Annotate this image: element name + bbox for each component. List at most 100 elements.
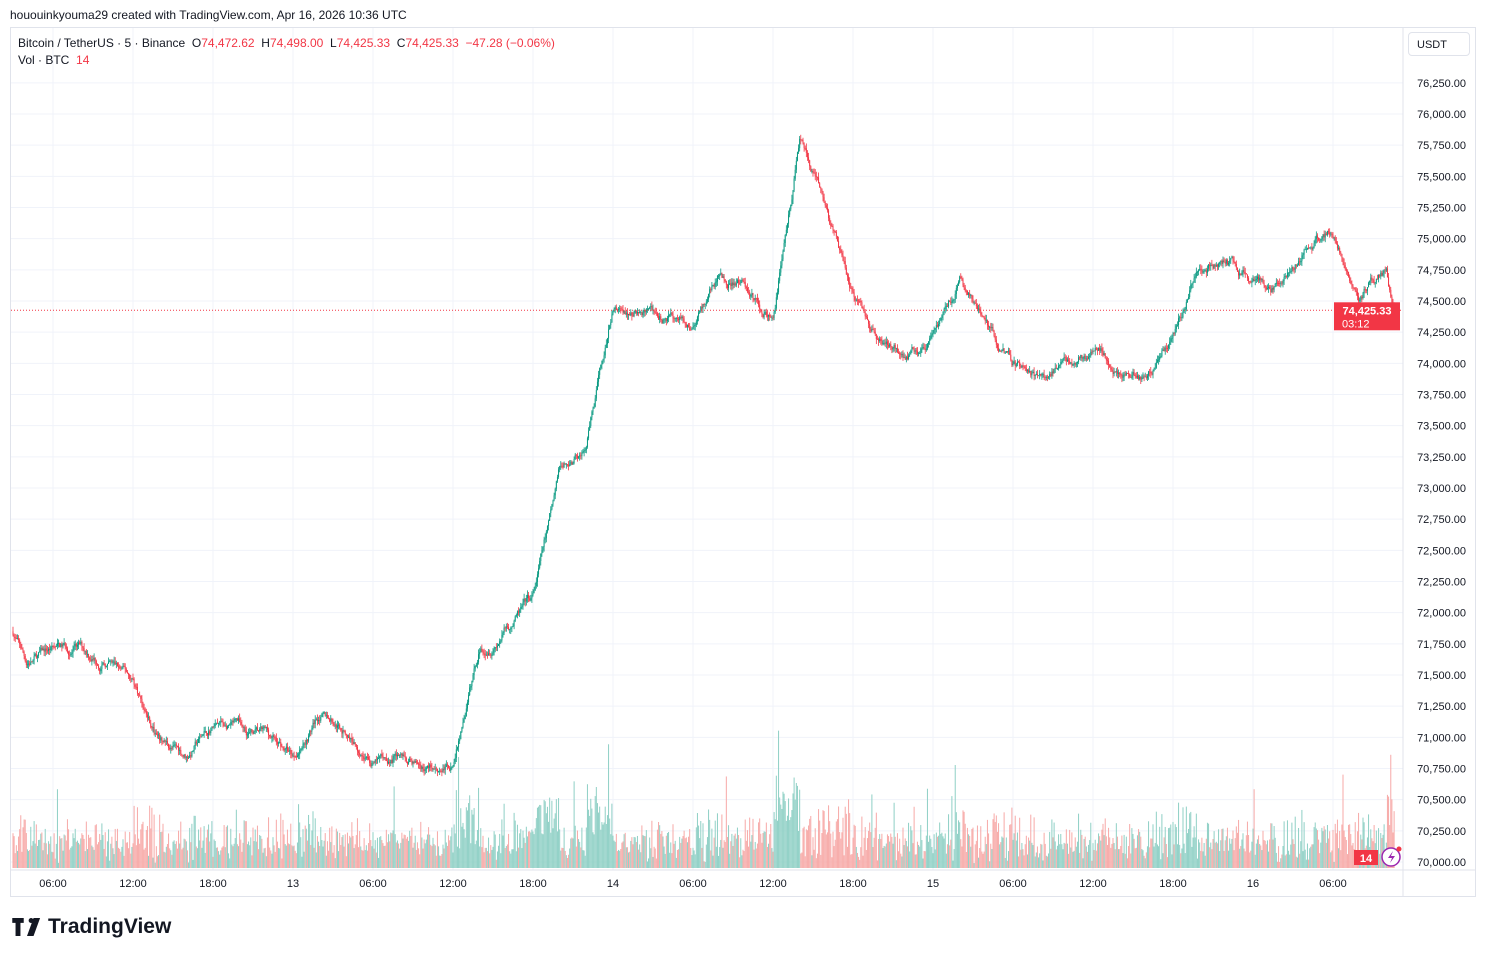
volume-bar — [723, 840, 725, 868]
candle-body — [715, 281, 717, 283]
volume-bar — [1142, 850, 1144, 868]
candle-body — [1205, 270, 1207, 273]
currency-button[interactable]: USDT — [1408, 32, 1470, 56]
candle-body — [1216, 265, 1218, 267]
candle-body — [1345, 268, 1347, 272]
candle-body — [419, 764, 421, 766]
candle-body — [889, 344, 891, 347]
volume-bar — [379, 837, 381, 868]
candle-body — [1100, 348, 1102, 351]
candle-body — [311, 728, 313, 732]
candle-body — [689, 327, 691, 330]
volume-bar — [1090, 822, 1092, 868]
candle-body — [511, 626, 513, 629]
volume-bar — [1143, 855, 1145, 868]
volume-bar — [1336, 819, 1338, 868]
volume-bar — [985, 844, 987, 868]
candle-body — [476, 662, 478, 665]
candle-body — [704, 304, 706, 305]
volume-bar — [1133, 838, 1135, 868]
candle-body — [130, 678, 132, 680]
volume-bar — [825, 834, 827, 868]
volume-bar — [549, 797, 551, 868]
candle-body — [380, 754, 382, 757]
candle-body — [99, 668, 101, 672]
volume-bar — [1281, 854, 1283, 868]
volume-bar — [566, 858, 568, 868]
candle-body — [1294, 264, 1296, 270]
candle-body — [299, 749, 301, 755]
candle-body — [903, 357, 905, 359]
volume-bar — [1179, 844, 1181, 868]
candle-body — [1124, 374, 1126, 376]
volume-label[interactable]: Vol · BTC — [18, 53, 70, 67]
volume-bar — [1228, 850, 1230, 868]
volume-bar — [1032, 845, 1034, 868]
volume-bar — [805, 829, 807, 868]
volume-bar — [904, 838, 906, 868]
candle-body — [1041, 374, 1043, 376]
volume-bar — [832, 831, 834, 868]
volume-bar — [786, 815, 788, 868]
candle-body — [1202, 272, 1204, 273]
volume-bar — [678, 849, 680, 868]
time-tick-label: 16 — [1247, 878, 1259, 890]
candle-body — [921, 347, 923, 349]
volume-bar — [1303, 822, 1305, 868]
candle-body — [976, 305, 978, 310]
candle-body — [586, 438, 588, 447]
volume-bar — [1174, 824, 1176, 868]
candle-body — [101, 664, 103, 669]
candle-body — [208, 731, 210, 736]
volume-bar — [65, 840, 67, 868]
volume-bar — [1368, 814, 1370, 868]
candle-body — [1064, 357, 1066, 358]
volume-bar — [354, 844, 356, 868]
volume-bar — [945, 853, 947, 868]
candle-body — [1178, 318, 1180, 325]
volume-bar — [526, 836, 528, 868]
candle-body — [1040, 373, 1042, 376]
volume-value: 14 — [76, 53, 90, 67]
volume-bar — [391, 833, 393, 868]
volume-bar — [641, 825, 643, 868]
symbol-name[interactable]: Bitcoin / TetherUS · 5 · Binance — [18, 36, 186, 50]
close-label: C — [396, 36, 406, 50]
candle-body — [1212, 265, 1214, 269]
volume-bar — [473, 808, 475, 868]
candle-body — [812, 171, 814, 173]
volume-bar — [1389, 825, 1391, 868]
volume-bar — [264, 847, 266, 868]
candle-body — [601, 360, 603, 365]
volume-bar — [1275, 852, 1277, 868]
volume-bar — [1236, 832, 1238, 868]
candle-body — [292, 755, 294, 757]
volume-bar — [1172, 821, 1174, 868]
candle-body — [518, 611, 520, 613]
candle-body — [513, 620, 515, 627]
volume-bar — [996, 831, 998, 868]
candle-body — [244, 727, 246, 732]
volume-bar — [20, 815, 22, 868]
tradingview-logo[interactable]: TradingView — [12, 915, 171, 939]
volume-bar — [888, 836, 890, 868]
candle-body — [662, 319, 664, 324]
volume-bar — [1272, 839, 1274, 868]
volume-bar — [1071, 832, 1073, 868]
volume-bar — [815, 858, 817, 868]
volume-bar — [159, 814, 161, 868]
volume-bar — [968, 834, 970, 868]
volume-bar — [410, 835, 412, 868]
candle-body — [1249, 281, 1251, 283]
volume-bar — [1255, 843, 1257, 868]
candle-body — [366, 756, 368, 758]
candle-body — [565, 464, 567, 466]
time-tick-label: 18:00 — [519, 878, 547, 890]
candle-body — [382, 755, 384, 758]
volume-bar — [399, 848, 401, 868]
candle-body — [882, 342, 884, 344]
volume-bar — [470, 843, 472, 868]
volume-bar — [1014, 815, 1016, 868]
candle-body — [729, 283, 731, 285]
